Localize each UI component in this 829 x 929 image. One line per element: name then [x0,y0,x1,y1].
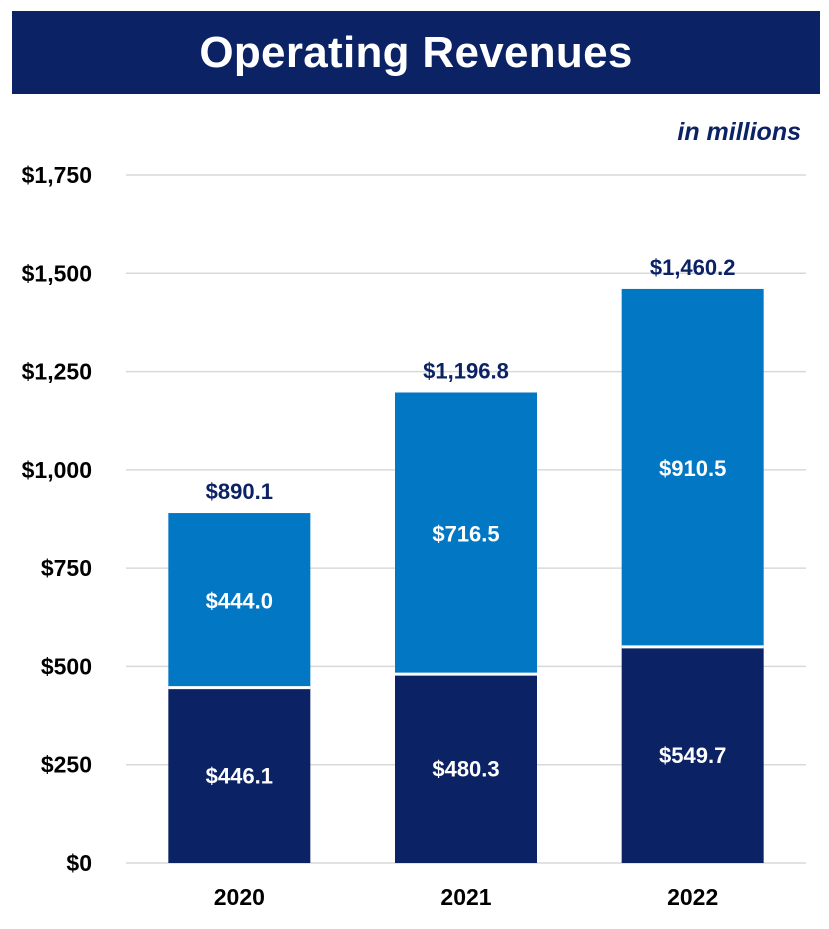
segment-value-label: $716.5 [432,521,499,546]
segment-value-label: $444.0 [206,588,273,613]
segment-value-label: $446.1 [206,763,273,788]
y-tick-label: $750 [41,555,92,581]
bar-segment [621,288,764,647]
x-category-label: 2020 [214,884,265,910]
total-value-label: $1,196.8 [423,358,509,383]
total-value-label: $1,460.2 [650,255,736,280]
segment-value-label: $910.5 [659,456,726,481]
bar-segment [168,513,311,688]
bar-segment [395,392,537,675]
chart-title: Operating Revenues [199,27,633,77]
y-tick-label: $0 [66,850,92,876]
segment-value-label: $549.7 [659,743,726,768]
y-tick-label: $1,250 [22,359,92,385]
y-tick-label: $250 [41,752,92,778]
x-category-label: 2022 [667,884,718,910]
y-tick-label: $1,750 [22,162,92,188]
y-tick-label: $500 [41,653,92,679]
y-tick-label: $1,000 [22,457,92,483]
y-tick-label: $1,500 [22,260,92,286]
bar-segment [621,646,764,863]
bar-segment [168,687,311,863]
bar-segment [395,674,537,863]
x-category-label: 2021 [440,884,491,910]
chart-title-banner: Operating Revenues [12,11,820,94]
segment-value-label: $480.3 [432,757,499,782]
units-note: in millions [677,118,801,146]
total-value-label: $890.1 [206,479,273,504]
